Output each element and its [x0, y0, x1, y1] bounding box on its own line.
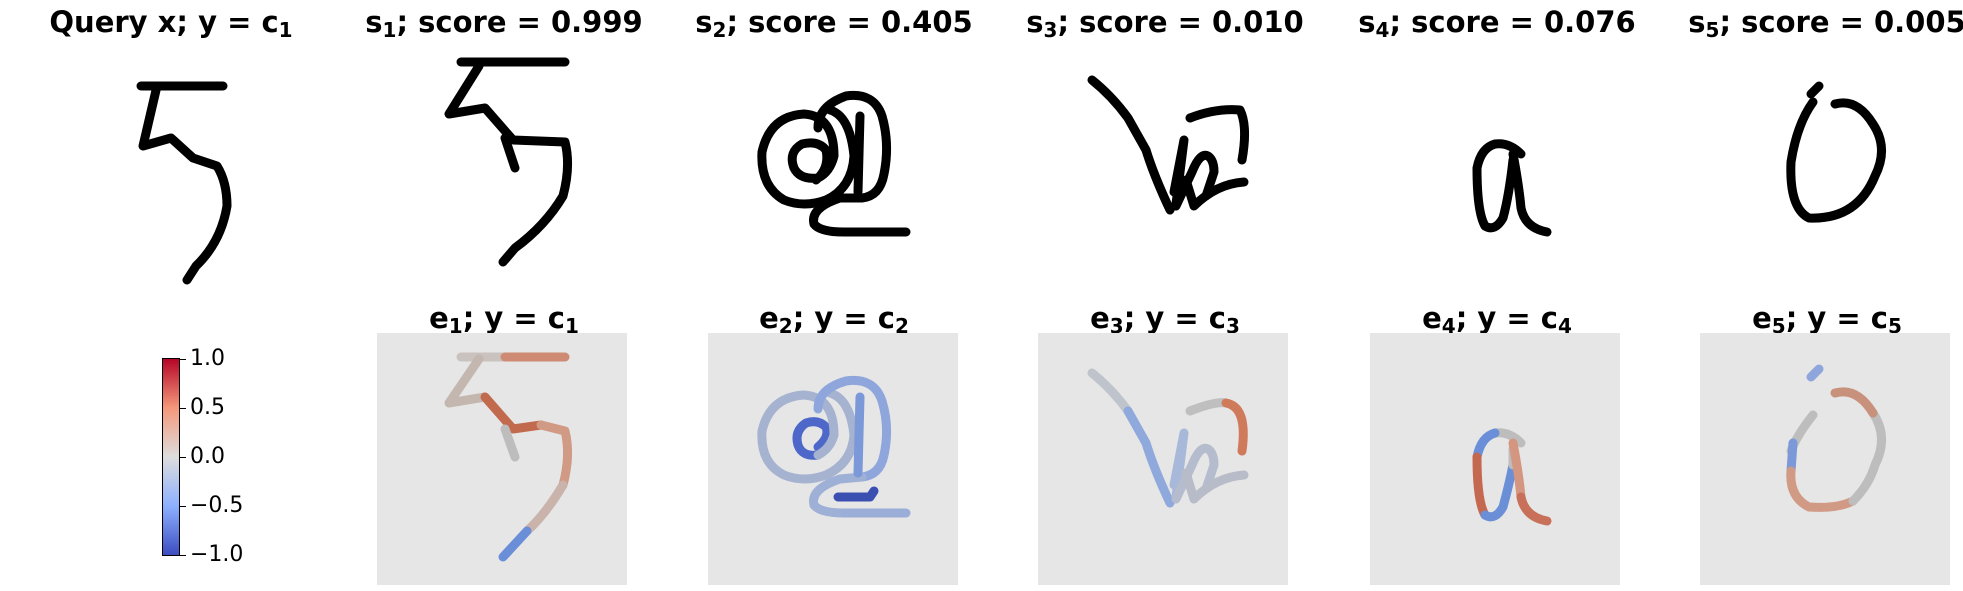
- title-e2: e2; y = c2: [759, 301, 909, 338]
- s4-glyph: [1472, 139, 1552, 237]
- colorbar-tick: [180, 506, 186, 507]
- e2-panel: [708, 333, 958, 585]
- title-s4: s4; score = 0.076: [1358, 5, 1636, 42]
- colorbar-tick: [180, 359, 186, 360]
- e4-glyph: [1472, 428, 1552, 526]
- e3-glyph: [1087, 368, 1249, 508]
- s3-glyph: [1087, 75, 1250, 215]
- colorbar-tick: [180, 555, 186, 556]
- e1-glyph: [444, 352, 573, 562]
- colorbar-tick-label: −1.0: [190, 542, 244, 567]
- title-query: Query x; y = c1: [49, 5, 293, 42]
- colorbar-tick: [180, 457, 186, 458]
- title-s5: s5; score = 0.005: [1688, 5, 1963, 42]
- e1-panel: [377, 333, 627, 585]
- s2-glyph: [757, 90, 911, 237]
- s5-glyph: [1786, 81, 1886, 223]
- title-e4: e4; y = c4: [1422, 301, 1572, 338]
- query-glyph: [136, 81, 232, 285]
- e3-panel: [1038, 333, 1288, 585]
- title-s1: s1; score = 0.999: [365, 5, 643, 42]
- colorbar-tick-label: −0.5: [190, 493, 244, 518]
- title-e1: e1; y = c1: [429, 301, 579, 338]
- colorbar: [162, 358, 180, 556]
- s1-glyph: [444, 57, 573, 267]
- colorbar-tick-label: 1.0: [190, 346, 225, 371]
- colorbar-tick-label: 0.5: [190, 395, 225, 420]
- title-s2: s2; score = 0.405: [695, 5, 973, 42]
- title-e3: e3; y = c3: [1090, 301, 1240, 338]
- e2-glyph: [757, 375, 911, 518]
- e5-glyph: [1786, 364, 1886, 512]
- title-e5: e5; y = c5: [1752, 301, 1902, 338]
- colorbar-tick: [180, 408, 186, 409]
- title-s3: s3; score = 0.010: [1026, 5, 1304, 42]
- e5-panel: [1700, 333, 1950, 585]
- e4-panel: [1370, 333, 1620, 585]
- colorbar-tick-label: 0.0: [190, 444, 225, 469]
